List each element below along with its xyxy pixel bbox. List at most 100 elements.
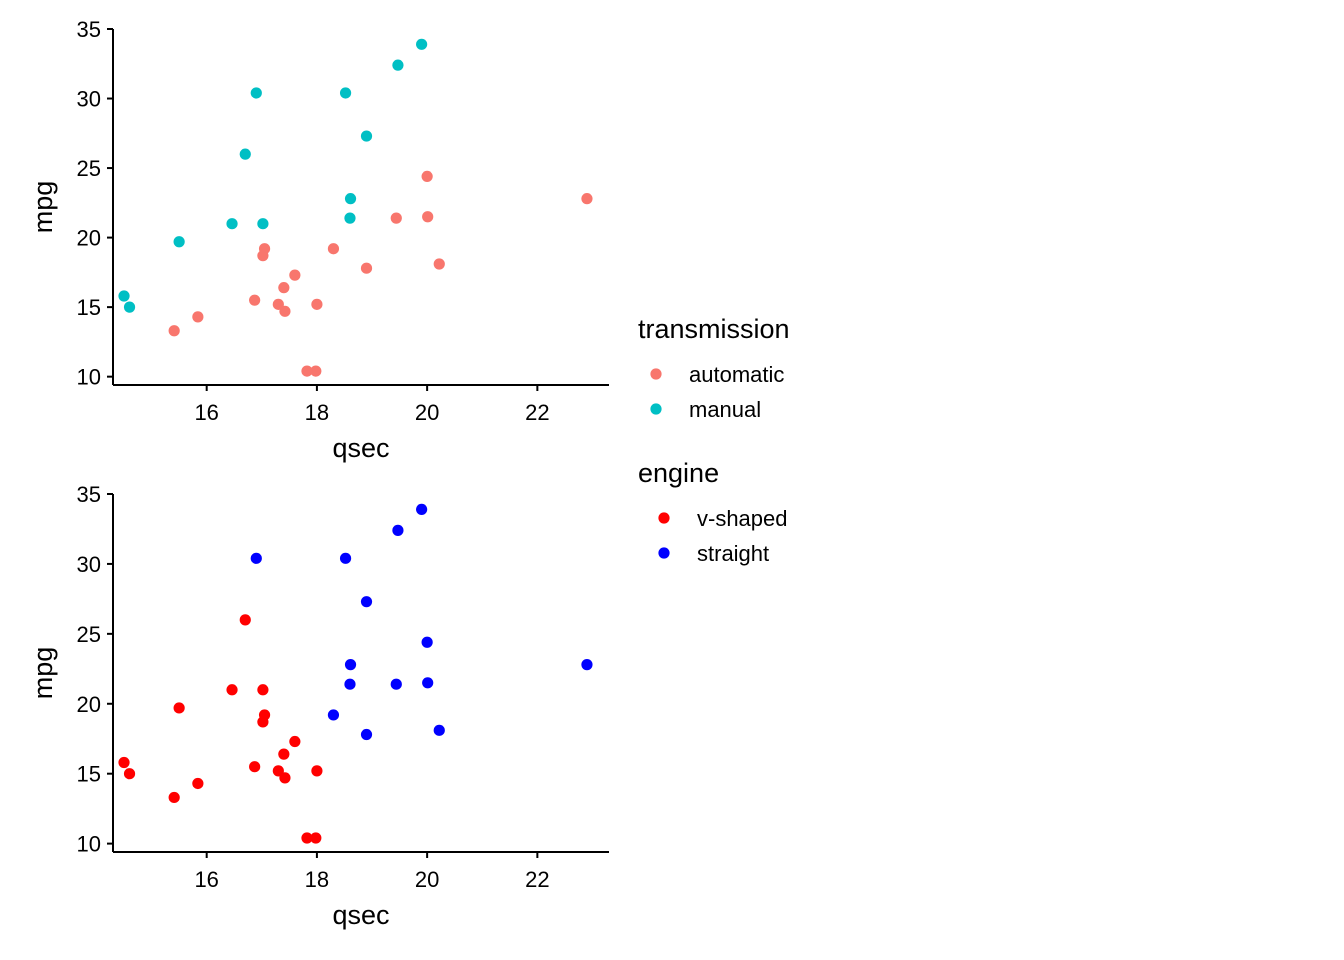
x-tick-label: 16 bbox=[194, 867, 218, 892]
data-point bbox=[123, 768, 136, 780]
y-tick-label: 10 bbox=[77, 832, 101, 857]
data-point bbox=[239, 614, 251, 626]
data-point bbox=[311, 298, 323, 310]
legends: transmission automatic manual engine v-shape… bbox=[638, 314, 790, 566]
legend-engine: engine v-shaped straight bbox=[638, 458, 788, 566]
data-point bbox=[173, 702, 185, 714]
y-tick-label: 20 bbox=[77, 226, 101, 251]
data-point bbox=[168, 791, 180, 804]
data-point bbox=[416, 38, 428, 50]
legend-key-automatic bbox=[650, 368, 662, 380]
data-point bbox=[173, 236, 185, 248]
legend-label-manual: manual bbox=[689, 397, 761, 422]
data-point bbox=[258, 243, 271, 255]
data-point bbox=[226, 218, 238, 230]
legend-title: engine bbox=[638, 458, 719, 488]
x-tick-label: 20 bbox=[415, 400, 439, 425]
series-straight bbox=[250, 503, 593, 741]
data-point bbox=[360, 728, 373, 741]
data-point bbox=[433, 724, 445, 736]
data-point bbox=[249, 761, 261, 773]
data-point bbox=[360, 130, 373, 142]
data-point bbox=[123, 301, 136, 313]
data-point bbox=[279, 305, 291, 317]
y-tick-label: 10 bbox=[77, 365, 101, 390]
data-point bbox=[239, 148, 251, 160]
data-point bbox=[301, 365, 313, 377]
data-point bbox=[226, 684, 238, 696]
data-point bbox=[311, 765, 323, 777]
data-point bbox=[581, 193, 593, 205]
x-tick-label: 16 bbox=[194, 400, 218, 425]
x-tick-label: 18 bbox=[305, 400, 329, 425]
data-point bbox=[289, 269, 301, 281]
data-point bbox=[168, 325, 180, 337]
data-point bbox=[327, 709, 340, 721]
data-point bbox=[289, 735, 301, 748]
data-point bbox=[118, 290, 130, 302]
data-point bbox=[279, 772, 291, 784]
data-point bbox=[581, 659, 593, 671]
data-point bbox=[118, 756, 130, 769]
x-tick-label: 20 bbox=[415, 867, 439, 892]
x-tick-label: 18 bbox=[305, 867, 329, 892]
y-tick-label: 20 bbox=[77, 692, 101, 717]
data-point bbox=[392, 59, 404, 71]
data-point bbox=[392, 524, 404, 536]
x-tick-label: 22 bbox=[525, 400, 549, 425]
legend-label-automatic: automatic bbox=[689, 362, 784, 387]
legend-key-manual bbox=[650, 403, 662, 415]
legend-key-v-shaped bbox=[658, 512, 670, 524]
data-point bbox=[344, 659, 357, 671]
data-point bbox=[416, 503, 428, 515]
x-axis-title: qsec bbox=[332, 433, 389, 463]
legend-transmission: transmission automatic manual bbox=[638, 314, 790, 422]
legend-label-straight: straight bbox=[697, 541, 769, 566]
data-point bbox=[344, 212, 356, 224]
legend-key-straight bbox=[658, 547, 670, 559]
data-point bbox=[339, 552, 352, 564]
data-point bbox=[360, 596, 373, 608]
data-point bbox=[272, 765, 284, 777]
data-point bbox=[192, 311, 204, 323]
data-point bbox=[278, 282, 290, 294]
bottom-scatter-panel: 10 15 20 25 30 35 16 18 20 22 qsec mpg bbox=[28, 482, 609, 930]
data-point bbox=[257, 684, 269, 696]
data-point bbox=[344, 193, 357, 205]
legend-title: transmission bbox=[638, 314, 790, 344]
data-point bbox=[422, 677, 434, 689]
data-point bbox=[249, 294, 261, 306]
data-point bbox=[360, 262, 373, 274]
series-v-shaped bbox=[118, 614, 323, 844]
y-tick-label: 30 bbox=[77, 87, 101, 112]
legend-label-v-shaped: v-shaped bbox=[697, 506, 788, 531]
data-point bbox=[257, 218, 269, 230]
y-tick-label: 35 bbox=[77, 482, 101, 507]
y-tick-label: 35 bbox=[77, 17, 101, 42]
y-tick-label: 15 bbox=[77, 762, 101, 787]
series-manual bbox=[118, 38, 428, 313]
data-point bbox=[390, 212, 402, 224]
data-point bbox=[258, 709, 271, 721]
data-point bbox=[250, 87, 262, 99]
data-point bbox=[344, 678, 356, 690]
y-axis-title: mpg bbox=[28, 647, 58, 700]
y-tick-label: 25 bbox=[77, 156, 101, 181]
series-automatic bbox=[168, 170, 593, 377]
data-point bbox=[272, 298, 284, 310]
data-point bbox=[278, 748, 290, 760]
x-tick-label: 22 bbox=[525, 867, 549, 892]
top-scatter-panel: 10 15 20 25 30 35 16 18 20 22 qsec mpg bbox=[28, 17, 609, 463]
data-point bbox=[192, 777, 204, 790]
y-tick-label: 30 bbox=[77, 552, 101, 577]
data-point bbox=[310, 365, 322, 377]
data-point bbox=[390, 678, 402, 690]
data-point bbox=[433, 258, 445, 270]
x-axis-title: qsec bbox=[332, 900, 389, 930]
data-point bbox=[421, 170, 433, 183]
y-tick-label: 25 bbox=[77, 622, 101, 647]
y-axis-title: mpg bbox=[28, 181, 58, 234]
data-point bbox=[339, 87, 352, 99]
data-point bbox=[250, 552, 262, 564]
